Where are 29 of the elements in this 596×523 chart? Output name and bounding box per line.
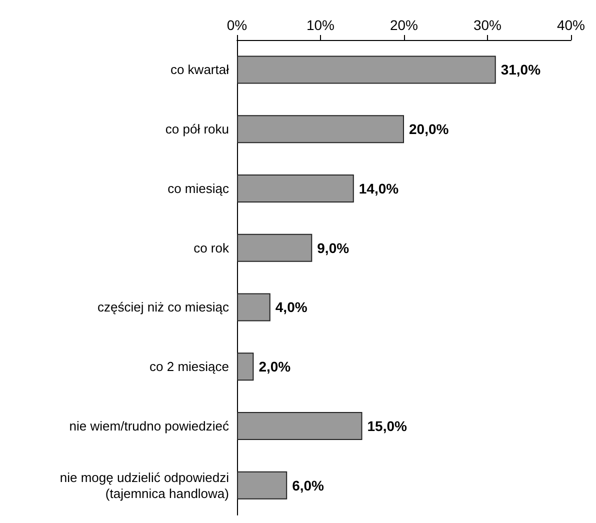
bar	[237, 56, 496, 84]
data-label: 15,0%	[367, 418, 408, 434]
bar	[237, 293, 270, 322]
data-label: 4,0%	[275, 299, 308, 316]
data-label: 6,0%	[292, 477, 325, 494]
x-tick-label: 30%	[473, 17, 502, 33]
data-label: 2,0%	[258, 358, 292, 375]
x-tick-label: 10%	[306, 17, 335, 33]
y-tick-label: nie mogę udzielić odpowiedzi (tajemnica handlowa)	[60, 470, 230, 501]
bar	[237, 412, 362, 440]
y-tick-label: częściej niż co miesiąc	[98, 300, 230, 315]
y-tick-label: nie wiem/trudno powiedzieć	[69, 418, 230, 434]
x-tick-label: 40%	[556, 17, 586, 33]
bar	[237, 234, 312, 262]
x-tick-label: 0%	[226, 17, 248, 33]
data-label: 9,0%	[317, 240, 350, 256]
bar	[237, 174, 354, 202]
y-tick-label: co kwartał	[170, 62, 230, 78]
bar	[237, 115, 404, 144]
bar	[237, 471, 288, 500]
y-tick-label: co 2 miesiące	[150, 359, 229, 374]
x-tick-label: 20%	[390, 17, 418, 33]
data-label: 31,0%	[500, 62, 542, 78]
bar	[237, 352, 254, 381]
y-tick-label: co rok	[194, 240, 230, 256]
data-label: 20,0%	[409, 121, 450, 138]
y-tick-label: co pół roku	[165, 122, 229, 137]
data-label: 14,0%	[358, 180, 400, 196]
y-tick-label: co miesiąc	[168, 180, 230, 196]
